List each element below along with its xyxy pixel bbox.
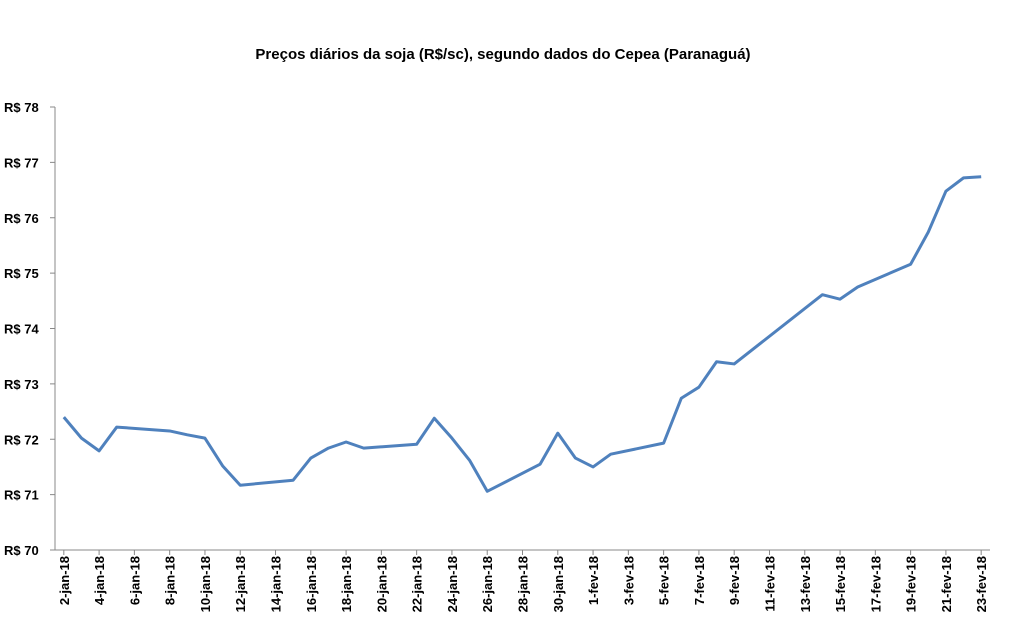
y-tick-label: R$ 73	[4, 377, 39, 392]
x-tick-label: 23-fev-18	[974, 556, 989, 612]
x-tick-label: 16-jan-18	[304, 556, 319, 612]
y-tick-label: R$ 77	[4, 155, 39, 170]
x-tick-label: 5-fev-18	[657, 556, 672, 605]
y-tick-label: R$ 78	[4, 100, 39, 115]
x-tick-label: 9-fev-18	[727, 556, 742, 605]
y-tick-label: R$ 75	[4, 266, 39, 281]
y-tick-label: R$ 74	[4, 322, 39, 337]
x-tick-label: 2-jan-18	[57, 556, 72, 605]
x-tick-label: 10-jan-18	[198, 556, 213, 612]
y-tick-label: R$ 72	[4, 432, 39, 447]
x-tick-label: 15-fev-18	[833, 556, 848, 612]
x-tick-label: 1-fev-18	[586, 556, 601, 605]
y-tick-label: R$ 70	[4, 543, 39, 558]
y-tick-label: R$ 76	[4, 211, 39, 226]
x-tick-label: 28-jan-18	[516, 556, 531, 612]
x-tick-label: 11-fev-18	[762, 556, 777, 612]
x-tick-label: 4-jan-18	[92, 556, 107, 605]
x-tick-label: 3-fev-18	[621, 556, 636, 605]
x-tick-label: 13-fev-18	[798, 556, 813, 612]
x-tick-label: 7-fev-18	[692, 556, 707, 605]
x-tick-label: 26-jan-18	[480, 556, 495, 612]
price-line	[62, 175, 982, 493]
x-tick-label: 20-jan-18	[374, 556, 389, 612]
x-tick-label: 12-jan-18	[233, 556, 248, 612]
y-tick-label: R$ 71	[4, 488, 39, 503]
x-tick-label: 18-jan-18	[339, 556, 354, 612]
chart-title: Preços diários da soja (R$/sc), segundo …	[255, 46, 750, 63]
x-tick-label: 17-fev-18	[868, 556, 883, 612]
x-tick-label: 19-fev-18	[904, 556, 919, 612]
x-tick-label: 24-jan-18	[445, 556, 460, 612]
x-tick-label: 6-jan-18	[127, 556, 142, 605]
x-tick-label: 8-jan-18	[163, 556, 178, 605]
x-tick-label: 21-fev-18	[939, 556, 954, 612]
x-tick-label: 22-jan-18	[410, 556, 425, 612]
x-tick-label: 30-jan-18	[551, 556, 566, 612]
x-tick-label: 14-jan-18	[269, 556, 284, 612]
